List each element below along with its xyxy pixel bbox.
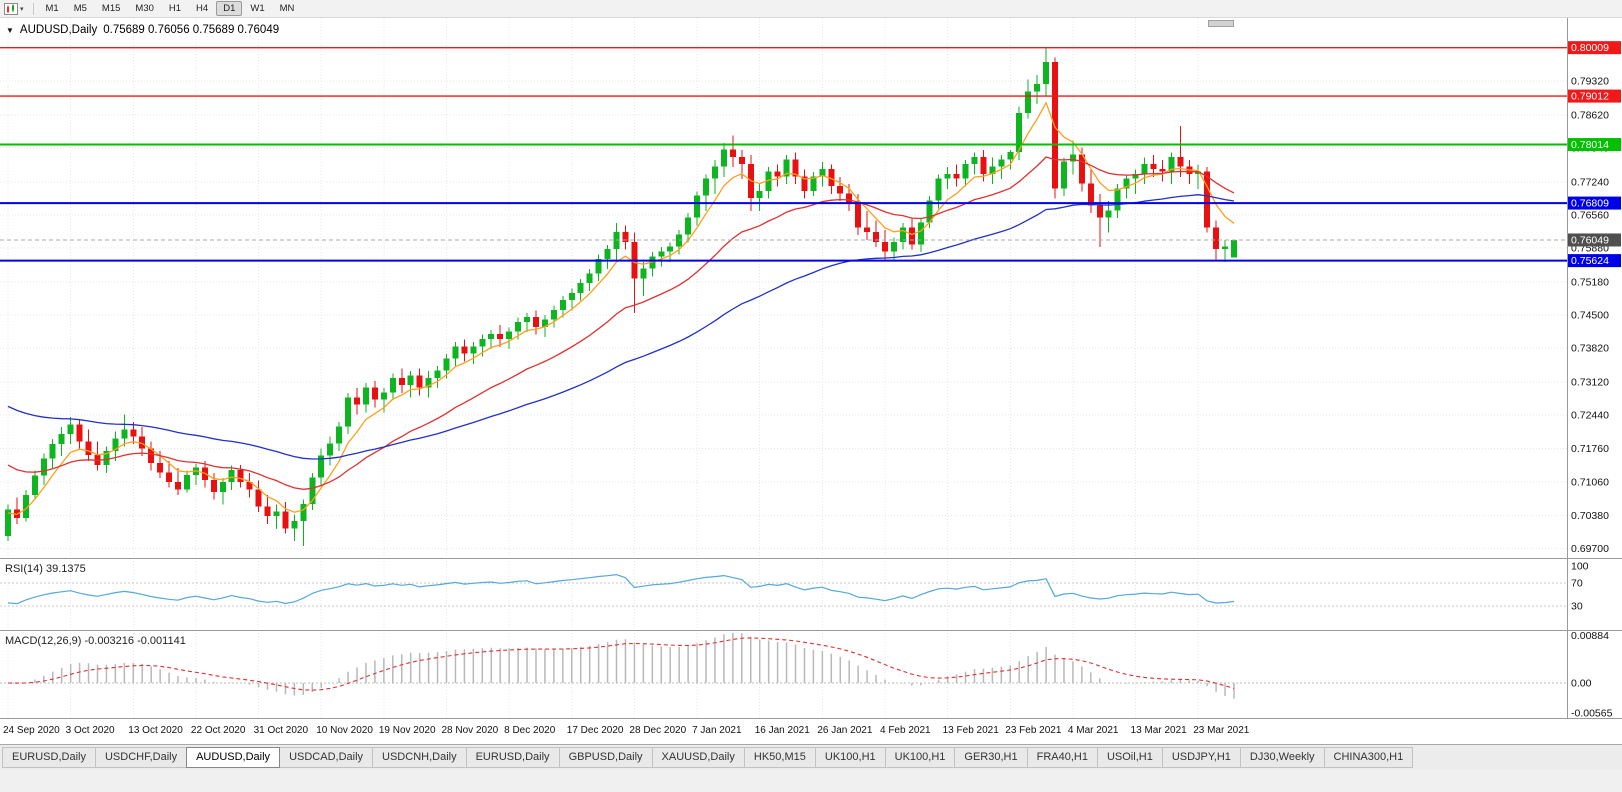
svg-text:4 Mar 2021: 4 Mar 2021: [1068, 725, 1119, 736]
svg-text:3 Oct 2020: 3 Oct 2020: [66, 725, 115, 736]
chart-tabs-bar: EURUSD,Daily USDCHF,Daily AUDUSD,Daily USDC…: [0, 744, 1622, 770]
main-chart[interactable]: 0.793200.786200.779400.772400.765600.758…: [0, 18, 1622, 744]
chart-tab-3-usdcad-daily[interactable]: USDCAD,Daily: [279, 747, 374, 768]
window-bottom-strip: [0, 770, 1622, 792]
svg-text:0.73120: 0.73120: [1571, 377, 1609, 389]
svg-text:23 Mar 2021: 23 Mar 2021: [1193, 725, 1250, 736]
svg-text:0.78620: 0.78620: [1571, 110, 1609, 122]
svg-text:0.76809: 0.76809: [1571, 198, 1609, 210]
chart-tab-10-uk100-h1[interactable]: UK100,H1: [884, 747, 956, 768]
timeframe-button-mn[interactable]: MN: [279, 3, 295, 14]
macd-panel: 0.00884 0.00 -0.00565: [0, 630, 1613, 720]
svg-text:0.75180: 0.75180: [1571, 277, 1609, 289]
timeframe-button-m5[interactable]: M5: [73, 3, 87, 14]
chart-dropdown-caret-icon[interactable]: ▾: [20, 5, 24, 13]
timeframe-toolbar: ▾ M1 M5 M15 M30 H1 H4 D1 W1 MN: [0, 0, 1622, 18]
svg-text:-0.00565: -0.00565: [1571, 708, 1613, 720]
svg-text:16 Jan 2021: 16 Jan 2021: [755, 725, 810, 736]
svg-text:13 Feb 2021: 13 Feb 2021: [943, 725, 1000, 736]
svg-text:0.79320: 0.79320: [1571, 76, 1609, 88]
chart-tab-2-audusd-daily[interactable]: AUDUSD,Daily: [186, 747, 281, 768]
svg-text:0.76560: 0.76560: [1571, 210, 1609, 222]
chart-tab-12-fra40-h1[interactable]: FRA40,H1: [1026, 747, 1098, 768]
timeframe-button-h4[interactable]: H4: [196, 3, 209, 14]
rsi-panel: 100 70 30: [0, 560, 1589, 612]
svg-text:19 Nov 2020: 19 Nov 2020: [379, 725, 436, 736]
svg-text:0.71060: 0.71060: [1571, 477, 1609, 489]
chart-tab-1-usdchf-daily[interactable]: USDCHF,Daily: [94, 747, 188, 768]
svg-text:70: 70: [1571, 578, 1583, 590]
svg-text:0.73820: 0.73820: [1571, 343, 1609, 355]
chart-scrollbar-thumb[interactable]: [1208, 20, 1234, 27]
horizontal-level-lines: 0.80009 0.79012 0.78014 0.76809 0.75624 0.760…: [0, 41, 1621, 268]
chart-tab-4-usdcnh-daily[interactable]: USDCNH,Daily: [372, 747, 467, 768]
svg-text:22 Oct 2020: 22 Oct 2020: [191, 725, 246, 736]
svg-text:0.77240: 0.77240: [1571, 177, 1609, 189]
svg-text:0.80009: 0.80009: [1571, 42, 1609, 54]
svg-text:28 Nov 2020: 28 Nov 2020: [441, 725, 498, 736]
timeframe-button-m15[interactable]: M15: [101, 3, 121, 14]
macd-signal-line: [7, 637, 1235, 691]
chart-tab-14-usdjpy-h1[interactable]: USDJPY,H1: [1161, 747, 1241, 768]
timeframe-button-m30[interactable]: M30: [135, 3, 154, 14]
timeframe-button-w1[interactable]: W1: [250, 3, 265, 14]
chart-tab-11-ger30-h1[interactable]: GER30,H1: [954, 747, 1028, 768]
chart-tab-15-dj30-weekly[interactable]: DJ30,Weekly: [1239, 747, 1325, 768]
moving-average-lines: [7, 101, 1235, 516]
svg-text:0.69700: 0.69700: [1571, 543, 1609, 555]
chart-grid: [0, 18, 1567, 718]
svg-text:0.71760: 0.71760: [1571, 443, 1609, 455]
svg-text:13 Mar 2021: 13 Mar 2021: [1131, 725, 1188, 736]
svg-text:0.78014: 0.78014: [1571, 139, 1609, 151]
svg-text:30: 30: [1571, 600, 1583, 612]
toolbar-separator: [32, 2, 34, 15]
svg-text:4 Feb 2021: 4 Feb 2021: [880, 725, 931, 736]
svg-text:0.00: 0.00: [1571, 677, 1592, 689]
svg-text:26 Jan 2021: 26 Jan 2021: [817, 725, 872, 736]
ma-line-medium: [7, 156, 1235, 490]
chart-area[interactable]: 0.793200.786200.779400.772400.765600.758…: [0, 18, 1622, 744]
svg-text:23 Feb 2021: 23 Feb 2021: [1005, 725, 1062, 736]
chart-tab-9-uk100-h1[interactable]: UK100,H1: [814, 747, 886, 768]
chart-tab-0-eurusd-daily[interactable]: EURUSD,Daily: [2, 747, 96, 768]
svg-text:0.75624: 0.75624: [1571, 255, 1609, 267]
ma-line-fast: [7, 101, 1235, 516]
rsi-line: [7, 573, 1235, 605]
svg-text:0.76049: 0.76049: [1571, 234, 1609, 246]
svg-text:31 Oct 2020: 31 Oct 2020: [254, 725, 309, 736]
svg-text:24 Sep 2020: 24 Sep 2020: [3, 725, 60, 736]
svg-text:0.79012: 0.79012: [1571, 91, 1609, 103]
chart-tab-6-gbpusd-daily[interactable]: GBPUSD,Daily: [558, 747, 653, 768]
ma-line-slow: [7, 194, 1235, 460]
timeframe-buttons: M1 M5 M15 M30 H1 H4 D1 W1 MN: [39, 1, 303, 16]
svg-text:0.72440: 0.72440: [1571, 410, 1609, 422]
chart-tab-8-hk50-m15[interactable]: HK50,M15: [743, 747, 816, 768]
chart-tab-13-usoil-h1[interactable]: USOil,H1: [1096, 747, 1163, 768]
svg-text:10 Nov 2020: 10 Nov 2020: [316, 725, 373, 736]
chart-tab-7-xauusd-daily[interactable]: XAUUSD,Daily: [651, 747, 745, 768]
svg-text:8 Dec 2020: 8 Dec 2020: [504, 725, 556, 736]
chart-type-icon[interactable]: [4, 2, 18, 15]
svg-text:28 Dec 2020: 28 Dec 2020: [629, 725, 686, 736]
svg-text:0.00884: 0.00884: [1571, 630, 1609, 642]
svg-text:0.74500: 0.74500: [1571, 310, 1609, 322]
chart-tab-5-eurusd-daily[interactable]: EURUSD,Daily: [465, 747, 560, 768]
chart-tab-16-china300-h1[interactable]: CHINA300,H1: [1323, 747, 1414, 768]
time-axis[interactable]: 24 Sep 2020 3 Oct 2020 13 Oct 2020 22 Oct 2…: [3, 725, 1250, 736]
svg-text:0.70380: 0.70380: [1571, 510, 1609, 522]
timeframe-button-d1[interactable]: D1: [216, 1, 243, 16]
svg-text:7 Jan 2021: 7 Jan 2021: [692, 725, 742, 736]
timeframe-button-h1[interactable]: H1: [168, 3, 182, 14]
svg-text:17 Dec 2020: 17 Dec 2020: [567, 725, 624, 736]
timeframe-button-m1[interactable]: M1: [45, 3, 59, 14]
svg-text:100: 100: [1571, 560, 1589, 572]
svg-text:13 Oct 2020: 13 Oct 2020: [128, 725, 183, 736]
